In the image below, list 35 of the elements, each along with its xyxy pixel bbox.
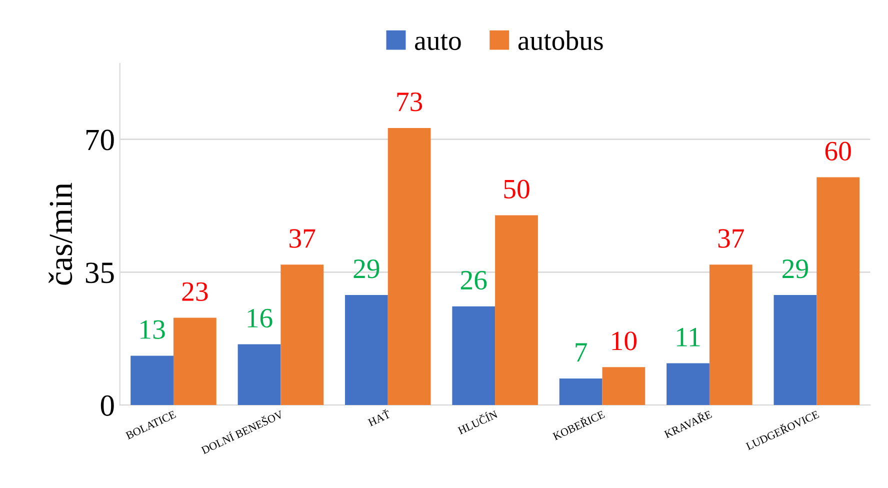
legend-label: auto: [415, 34, 461, 50]
bar: [495, 215, 538, 406]
bar: [238, 344, 281, 406]
data-label: 29: [354, 260, 380, 278]
bar: [559, 378, 602, 406]
y-tick-label: 70: [86, 130, 114, 150]
bar: [388, 128, 431, 406]
bar: [666, 363, 710, 406]
x-tick-label: HAŤ: [366, 408, 391, 426]
bar: [602, 367, 646, 406]
y-axis-title: čas/min: [48, 182, 72, 285]
data-label: 16: [248, 308, 272, 328]
data-label: 10: [612, 332, 637, 350]
data-label: 29: [782, 260, 808, 278]
bar: [173, 318, 216, 406]
data-label: 23: [182, 282, 208, 301]
data-label: 11: [677, 328, 700, 346]
bar: [452, 306, 496, 406]
bar: [816, 177, 860, 406]
data-label: 7: [576, 343, 587, 362]
bar: [344, 294, 388, 406]
y-tick-label: 0: [100, 395, 114, 416]
legend-label: autobus: [518, 30, 603, 50]
data-label: 37: [718, 229, 744, 248]
bar: [709, 264, 752, 406]
bar: [130, 356, 174, 406]
data-label: 37: [290, 229, 316, 248]
data-label: 50: [504, 180, 530, 199]
data-label: 60: [825, 142, 851, 161]
y-tick-label: 35: [86, 262, 114, 284]
bar: [774, 294, 817, 406]
data-label: 73: [397, 92, 422, 112]
data-label: 26: [460, 270, 487, 290]
bar: [280, 264, 324, 406]
data-label: 13: [140, 320, 165, 339]
